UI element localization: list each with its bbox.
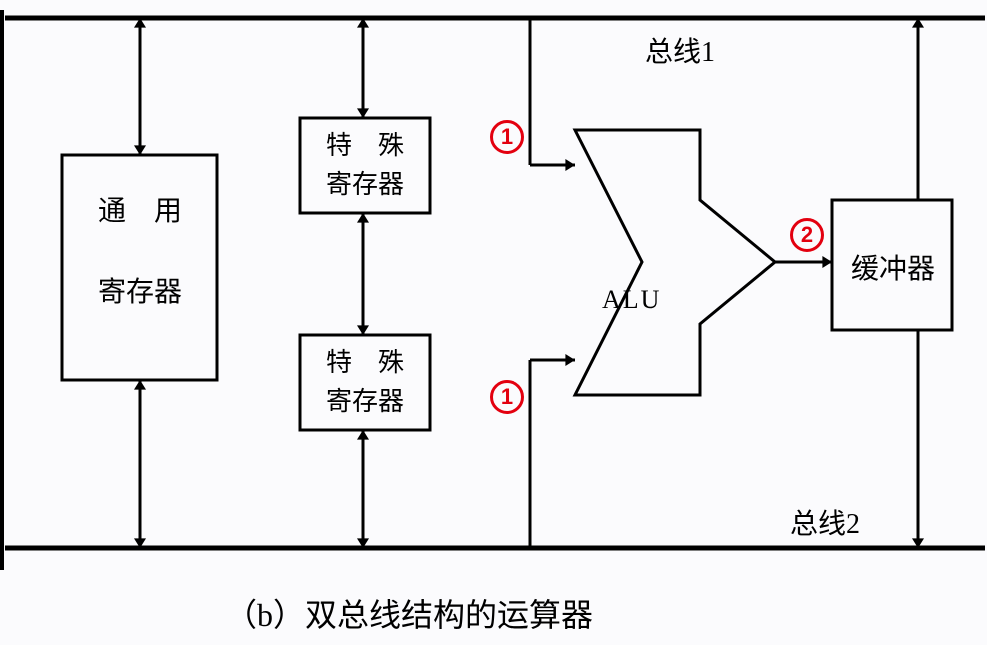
diagram-svg	[0, 0, 987, 645]
diagram-container	[0, 0, 987, 645]
buffer-label: 缓冲器	[838, 248, 948, 293]
annotation-1-top: 1	[490, 120, 524, 154]
alu-label: ALU	[602, 285, 661, 315]
special-register-bottom-label: 特 殊 寄存器	[305, 343, 425, 421]
caption: （b）双总线结构的运算器	[225, 590, 593, 636]
bus-2-label: 总线2	[790, 502, 860, 542]
annotation-1-bottom: 1	[490, 380, 524, 414]
bus-1-label: 总线1	[645, 30, 715, 70]
annotation-2: 2	[790, 218, 824, 252]
special-register-top-label: 特 殊 寄存器	[305, 126, 425, 204]
general-register-label: 通 用 寄存器	[76, 190, 204, 316]
